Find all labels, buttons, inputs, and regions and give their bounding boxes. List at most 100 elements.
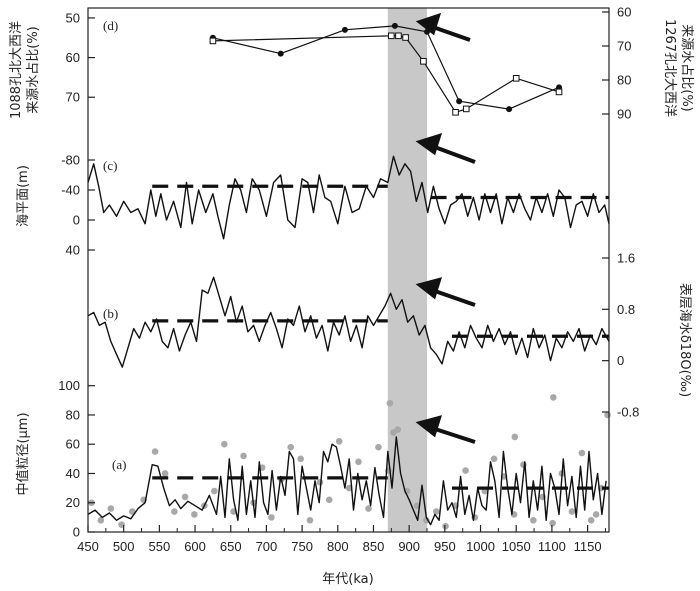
d-series-1-point-0 xyxy=(209,37,217,45)
highlight-band xyxy=(387,8,428,532)
b-ticklabel-2: 0 xyxy=(617,353,624,368)
d-series-0-point-2 xyxy=(341,26,348,33)
a-scatter-point-24 xyxy=(325,496,333,504)
a-ticklabel-3: 60 xyxy=(66,437,80,452)
a-scatter-point-23 xyxy=(316,478,324,486)
a-scatter-point-56 xyxy=(511,433,519,441)
arrow-b-head xyxy=(415,277,442,300)
a-scatter-point-53 xyxy=(604,411,611,419)
d-right-ticklabel-2: 80 xyxy=(617,73,631,88)
x-ticklabel-11: 1000 xyxy=(466,539,495,554)
a-scatter-point-58 xyxy=(592,511,600,518)
a-scatter-point-29 xyxy=(375,443,382,451)
d-series-1-point-5 xyxy=(452,109,459,116)
c-ticklabel-2: 0 xyxy=(73,213,80,228)
panel-tag-b: (b) xyxy=(103,306,118,321)
x-ticklabel-6: 750 xyxy=(291,539,313,554)
a-scatter-point-8 xyxy=(171,508,178,515)
a-scatter-point-50 xyxy=(578,449,586,457)
x-ticklabel-7: 800 xyxy=(327,539,349,554)
a-scatter-point-21 xyxy=(297,455,304,463)
ylabel-a: 中值粒径(μm) xyxy=(15,412,31,495)
a-scatter-point-1 xyxy=(97,516,105,524)
arrow-d xyxy=(429,24,471,42)
d-series-1-point-4 xyxy=(420,58,427,65)
ylabel-d-right-line2: 来源水占比(%) xyxy=(679,24,694,112)
x-ticklabel-12: 1050 xyxy=(502,539,531,554)
arrow-a xyxy=(431,426,476,444)
xlabel: 年代(ka) xyxy=(322,572,373,587)
a-scatter-point-6 xyxy=(151,448,159,455)
x-ticklabel-14: 1150 xyxy=(574,539,602,554)
arrow-b xyxy=(431,288,476,307)
arrow-d-head xyxy=(415,12,442,36)
x-ticklabel-1: 500 xyxy=(113,539,135,554)
d-series-1-line xyxy=(212,35,560,113)
a-ticklabel-0: 0 xyxy=(73,525,80,540)
d-right-ticklabel-1: 70 xyxy=(617,39,631,54)
b-ticklabel-1: 0.8 xyxy=(617,302,635,317)
x-ticklabel-8: 850 xyxy=(363,539,385,554)
a-scatter-point-13 xyxy=(221,440,228,448)
a-ticklabel-2: 40 xyxy=(66,466,80,481)
d-left-ticklabel-1: 60 xyxy=(66,50,80,65)
d-left-ticklabel-2: 70 xyxy=(66,90,80,105)
a-scatter-point-57 xyxy=(550,394,557,401)
a-scatter-point-4 xyxy=(128,508,136,515)
a-scatter-point-47 xyxy=(549,519,556,527)
a-scatter-point-35 xyxy=(432,508,440,515)
a-scatter-point-18 xyxy=(268,514,275,521)
d-series-1-point-7 xyxy=(512,75,520,82)
d-series-1-point-3 xyxy=(402,34,409,41)
a-scatter-point-27 xyxy=(355,458,362,466)
ylabel-b: 表层海水δ18O(‰) xyxy=(677,283,692,397)
d-series-0-point-3 xyxy=(391,22,398,29)
plot-frame xyxy=(87,7,610,533)
a-scatter-point-12 xyxy=(211,487,218,495)
a-scatter-point-15 xyxy=(240,452,247,460)
a-scatter-point-55 xyxy=(390,429,397,436)
x-ticklabel-5: 700 xyxy=(256,539,278,554)
a-scatter-point-45 xyxy=(530,516,537,524)
a-scatter-point-20 xyxy=(287,443,294,451)
a-scatter-point-9 xyxy=(181,493,189,501)
ylabel-d-left-line1: 1088孔北大西洋 xyxy=(9,21,24,119)
x-ticklabel-3: 600 xyxy=(184,539,206,554)
d-series-0-point-1 xyxy=(277,50,284,57)
x-ticklabel-2: 550 xyxy=(149,539,171,554)
a-scatter-point-41 xyxy=(490,455,498,463)
a-scatter-point-22 xyxy=(306,516,314,524)
panel-tag-d: (d) xyxy=(103,18,118,33)
d-series-1-point-2 xyxy=(395,32,402,40)
d-left-ticklabel-0: 50 xyxy=(66,10,80,25)
plot-area xyxy=(87,22,611,530)
x-ticklabel-10: 950 xyxy=(434,539,456,554)
a-scatter-point-2 xyxy=(107,505,115,512)
arrow-c xyxy=(431,144,476,164)
a-scatter-point-54 xyxy=(386,399,394,407)
a-scatter-point-38 xyxy=(462,467,469,474)
a-series-line xyxy=(87,436,607,526)
d-right-ticklabel-0: 60 xyxy=(617,5,631,20)
d-series-0-point-5 xyxy=(456,98,463,105)
c-ticklabel-1: -40 xyxy=(61,183,80,198)
b-ticklabel-0: 1.6 xyxy=(617,251,635,266)
a-scatter-point-28 xyxy=(365,505,372,512)
ylabel-c: 海平面(m) xyxy=(16,165,31,227)
a-scatter-point-49 xyxy=(568,508,576,515)
a-scatter-point-51 xyxy=(587,516,595,524)
panel-tag-c: (c) xyxy=(103,158,117,173)
axes: 50 60 70 60 70 80 90 -80 -40 0 40 1.6 0.8 0 -0.8 0 20 40 6… xyxy=(58,5,639,555)
panel-tag-a: (a) xyxy=(112,457,126,472)
arrow-markers xyxy=(415,12,476,444)
d-series-1-point-8 xyxy=(555,88,563,96)
x-ticklabel-9: 900 xyxy=(398,539,420,554)
b-series-line xyxy=(87,276,610,368)
c-ticklabel-0: -80 xyxy=(61,153,80,168)
a-scatter-point-36 xyxy=(442,522,449,530)
d-series-0-point-6 xyxy=(506,106,513,113)
ylabel-d-left-line2: 来源水占比(%) xyxy=(26,26,41,114)
c-series-line xyxy=(87,155,610,240)
a-scatter-point-7 xyxy=(161,470,169,477)
